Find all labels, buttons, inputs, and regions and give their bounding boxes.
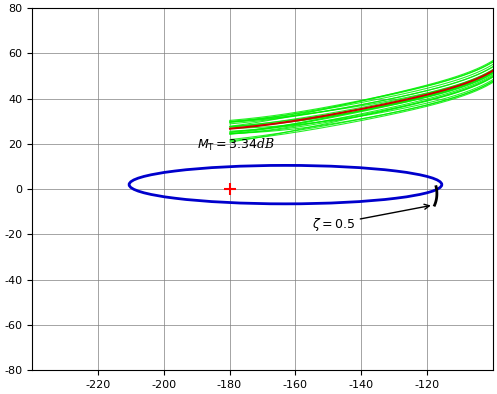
Text: $\zeta=0.5$: $\zeta=0.5$ (312, 204, 429, 232)
Text: $M_{\mathrm{T}}=3.34$dB: $M_{\mathrm{T}}=3.34$dB (197, 136, 275, 152)
